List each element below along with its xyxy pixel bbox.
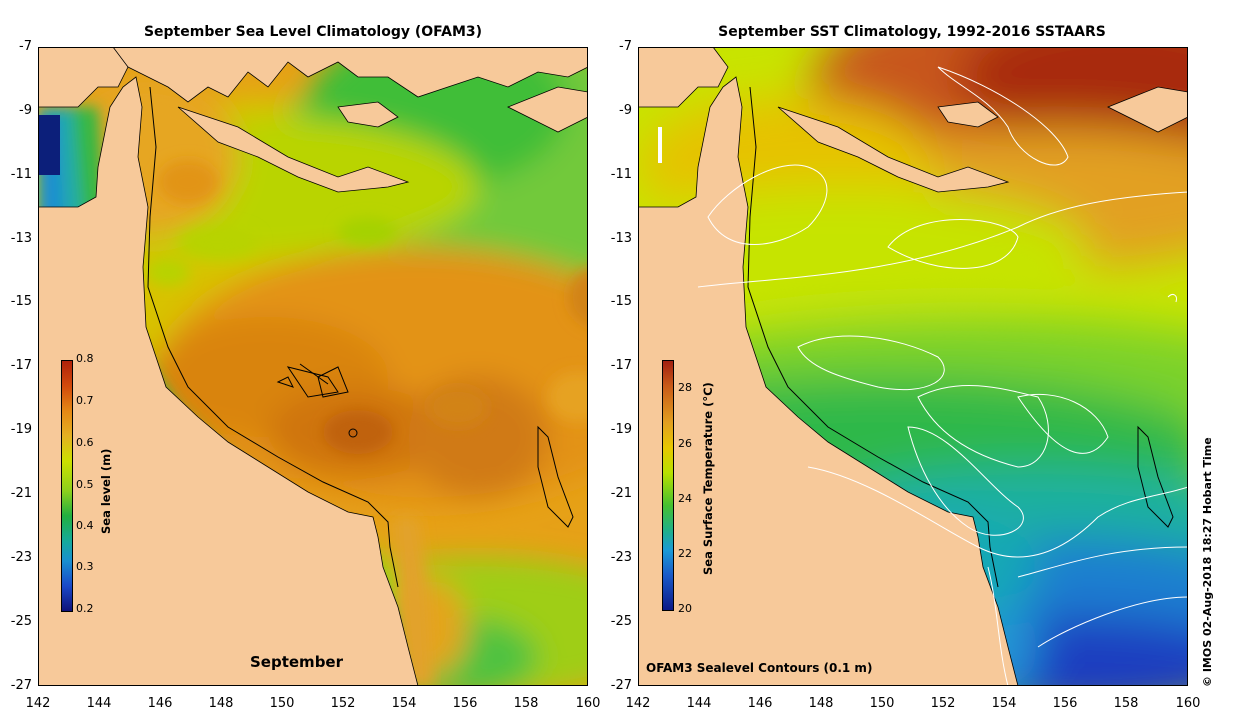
right-x-tick: 154 — [991, 696, 1017, 711]
sea-level-tick-0-7: 0.7 — [76, 394, 94, 407]
australia-land-sst — [638, 76, 1019, 686]
right-x-tick: 148 — [808, 696, 834, 711]
sea-level-colorbar-title: Sea level (m) — [99, 448, 113, 534]
sst-tick-28: 28 — [678, 381, 692, 394]
sea-level-tick-0-5: 0.5 — [76, 478, 94, 491]
right-x-tick: 144 — [686, 696, 712, 711]
sst-map: Sea Surface Temperature (°C) 28 26 24 22… — [638, 47, 1188, 686]
sea-level-colorbar — [61, 360, 73, 612]
sea-level-tick-0-4: 0.4 — [76, 519, 94, 532]
sea-level-tick-0-2: 0.2 — [76, 602, 94, 615]
left-panel-title: September Sea Level Climatology (OFAM3) — [143, 24, 483, 40]
left-x-tick: 148 — [208, 696, 234, 711]
left-x-tick: 158 — [513, 696, 539, 711]
sea-level-map: Sea level (m) 0.8 0.7 0.6 0.5 0.4 0.3 0.… — [38, 47, 588, 686]
left-x-tick: 146 — [147, 696, 173, 711]
sst-tick-20: 20 — [678, 602, 692, 615]
left-y-tick: -25 — [10, 614, 32, 629]
sst-tick-26: 26 — [678, 437, 692, 450]
left-x-tick: 152 — [330, 696, 356, 711]
credit-text: © IMOS 02-Aug-2018 18:27 Hobart Time — [1201, 437, 1214, 687]
left-x-tick: 160 — [575, 696, 601, 711]
right-y-tick: -25 — [610, 614, 632, 629]
right-y-tick: -17 — [610, 358, 632, 373]
sst-colorbar-title: Sea Surface Temperature (°C) — [701, 382, 715, 575]
right-x-tick: 146 — [747, 696, 773, 711]
left-x-tick: 142 — [25, 696, 51, 711]
right-y-tick: -11 — [610, 167, 632, 182]
sea-level-contours — [697, 66, 1188, 686]
right-x-tick: 152 — [930, 696, 956, 711]
left-y-tick: -17 — [10, 358, 32, 373]
sea-level-field — [38, 47, 588, 686]
contour-note: OFAM3 Sealevel Contours (0.1 m) — [646, 661, 873, 675]
sea-level-tick-0-8: 0.8 — [76, 352, 94, 365]
right-x-tick: 150 — [869, 696, 895, 711]
left-y-tick: -11 — [10, 167, 32, 182]
right-y-tick: -7 — [619, 39, 632, 54]
right-y-tick: -13 — [610, 231, 632, 246]
right-y-tick: -23 — [610, 550, 632, 565]
right-y-tick: -27 — [610, 678, 632, 693]
papua-new-guinea-land — [107, 47, 588, 103]
month-label: September — [250, 653, 343, 671]
sst-colorbar — [662, 360, 674, 611]
right-y-tick: -19 — [610, 422, 632, 437]
sst-map-svg — [638, 47, 1188, 686]
sea-level-tick-0-3: 0.3 — [76, 560, 94, 573]
right-panel-title: September SST Climatology, 1992-2016 SST… — [718, 24, 1106, 40]
right-x-tick: 142 — [625, 696, 651, 711]
right-x-tick: 156 — [1052, 696, 1078, 711]
left-y-tick: -7 — [19, 39, 32, 54]
sst-tick-22: 22 — [678, 547, 692, 560]
sst-field — [638, 47, 1188, 686]
left-y-tick: -21 — [10, 486, 32, 501]
left-x-tick: 144 — [86, 696, 112, 711]
left-y-tick: -19 — [10, 422, 32, 437]
left-y-tick: -9 — [19, 103, 32, 118]
right-y-tick: -9 — [619, 103, 632, 118]
right-x-tick: 158 — [1113, 696, 1139, 711]
left-x-tick: 150 — [269, 696, 295, 711]
left-y-tick: -27 — [10, 678, 32, 693]
right-y-tick: -15 — [610, 294, 632, 309]
left-y-tick: -23 — [10, 550, 32, 565]
left-x-tick: 156 — [452, 696, 478, 711]
right-x-tick: 160 — [1175, 696, 1201, 711]
left-y-tick: -15 — [10, 294, 32, 309]
australia-land — [38, 76, 419, 686]
right-y-tick: -21 — [610, 486, 632, 501]
left-x-tick: 154 — [391, 696, 417, 711]
left-y-tick: -13 — [10, 231, 32, 246]
sea-level-map-svg — [38, 47, 588, 686]
sea-level-tick-0-6: 0.6 — [76, 436, 94, 449]
sst-tick-24: 24 — [678, 492, 692, 505]
